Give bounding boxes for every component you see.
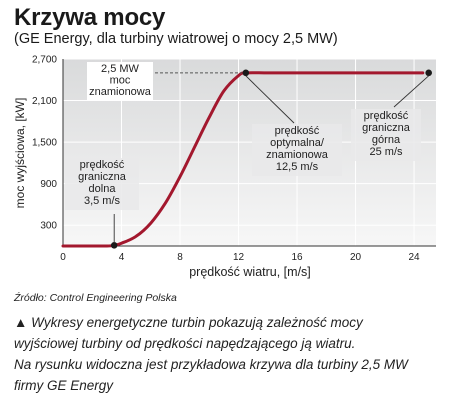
annotation-text: optymalna/ <box>270 137 325 149</box>
caption-text-1: Wykresy energetyczne turbin pokazują zal… <box>31 315 363 330</box>
annotation-text: graniczna <box>78 171 127 183</box>
annotation-text: 12,5 m/s <box>276 161 319 173</box>
y-tick-label: 1,500 <box>32 138 57 149</box>
annotation-text: prędkość <box>80 159 125 171</box>
x-tick-label: 4 <box>119 252 125 263</box>
annotation-background <box>252 124 342 176</box>
chart-title: Krzywa mocy <box>14 4 166 31</box>
annotation-text: prędkość <box>364 110 409 122</box>
x-axis-label: prędkość wiatru, [m/s] <box>189 265 311 279</box>
x-tick-label: 24 <box>408 252 420 263</box>
caption-line-2: wyjściowej turbiny od prędkości napędzaj… <box>14 336 356 351</box>
curve-point <box>425 69 432 77</box>
annotation-text: 25 m/s <box>369 146 403 158</box>
annotation-text: znamionowa <box>266 149 329 161</box>
y-axis-label: moc wyjściowa, [kW] <box>13 98 27 209</box>
annotation-text: 2,5 MW <box>101 63 140 75</box>
annotation-background <box>87 62 153 101</box>
caption-line-4: firmy GE Energy <box>14 378 114 393</box>
curve-point <box>242 69 250 77</box>
y-tick-label: 2,700 <box>32 55 57 66</box>
annotation-text: górna <box>372 134 401 146</box>
annotation-text: moc <box>110 75 131 87</box>
caption-line-1: ▲ Wykresy energetyczne turbin pokazują z… <box>14 312 444 333</box>
x-tick-label: 0 <box>60 252 66 263</box>
annotation-text: prędkość <box>275 125 320 137</box>
y-tick-label: 300 <box>40 221 57 232</box>
y-tick-label: 2,100 <box>32 96 57 107</box>
annotation-background <box>65 158 139 210</box>
annotation-text: graniczna <box>362 122 411 134</box>
x-tick-label: 20 <box>350 252 362 263</box>
x-tick-label: 8 <box>177 252 183 263</box>
annotation-background <box>351 109 421 161</box>
source-note: Źródło: Control Engineering Polska <box>14 292 177 304</box>
caption-line-3: Na rysunku widoczna jest przykładowa krz… <box>14 357 408 372</box>
chart-subtitle: (GE Energy, dla turbiny wiatrowej o mocy… <box>14 31 338 47</box>
curve-point <box>110 242 118 249</box>
annotation-text: znamionowa <box>89 86 152 98</box>
annotation-leader <box>393 75 429 108</box>
triangle-marker-icon: ▲ <box>14 315 28 330</box>
annotation-text: 3,5 m/s <box>84 195 121 207</box>
annotation-leader <box>245 75 295 124</box>
x-tick-label: 16 <box>291 252 303 263</box>
annotation-text: dolna <box>89 183 117 195</box>
x-tick-label: 12 <box>233 252 245 263</box>
figure-caption: ▲ Wykresy energetyczne turbin pokazują z… <box>14 312 444 396</box>
y-tick-label: 900 <box>40 179 57 190</box>
